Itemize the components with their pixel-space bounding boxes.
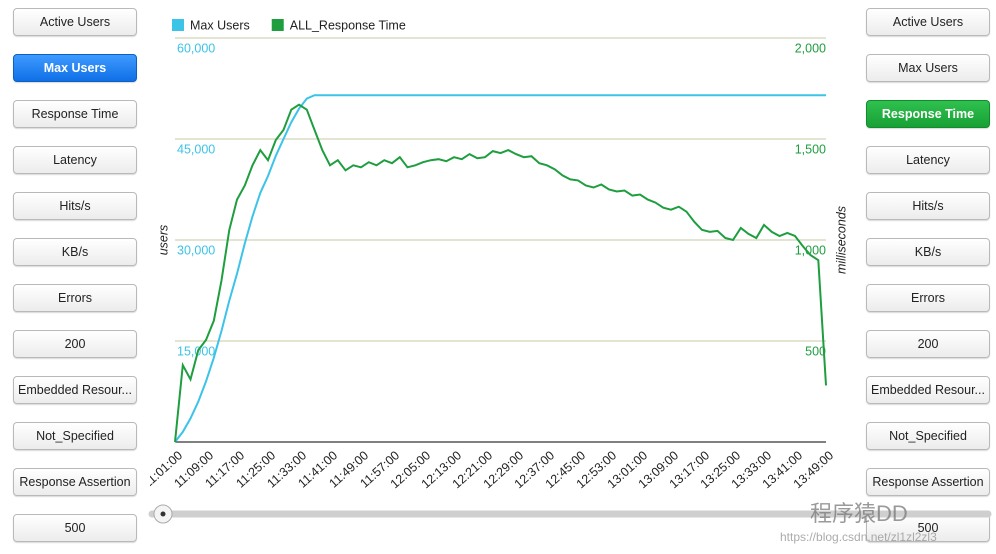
legend-swatch	[172, 19, 184, 31]
metric-button[interactable]: Not_Specified	[866, 422, 990, 450]
metric-button[interactable]: Max Users	[866, 54, 990, 82]
watermark-url: https://blog.csdn.net/zl1zl2zl3	[780, 530, 937, 544]
metric-button[interactable]: KB/s	[866, 238, 990, 266]
metric-button[interactable]: Response Time	[866, 100, 990, 128]
y-tick-label: 45,000	[177, 142, 215, 156]
metric-button[interactable]: Response Assertion	[866, 468, 990, 496]
metric-button[interactable]: Embedded Resour...	[13, 376, 137, 404]
slider-handle-dot	[160, 511, 166, 517]
legend-swatch	[271, 19, 284, 31]
y-tick-label: 30,000	[177, 243, 215, 257]
metric-button[interactable]: Latency	[866, 146, 990, 174]
metric-button[interactable]: Embedded Resour...	[866, 376, 990, 404]
metric-button[interactable]: Response Assertion	[13, 468, 137, 496]
metric-button[interactable]: Response Time	[13, 100, 137, 128]
y-axis-title: users	[156, 225, 170, 256]
y2-axis-title: milliseconds	[834, 206, 848, 274]
legend-label: Max Users	[190, 18, 250, 32]
metric-button[interactable]: 500	[13, 514, 137, 542]
metric-button[interactable]: Hits/s	[866, 192, 990, 220]
metric-button[interactable]: KB/s	[13, 238, 137, 266]
metric-button[interactable]: Hits/s	[13, 192, 137, 220]
x-tick-labels: 11:01:0011:09:0011:17:0011:25:0011:33:00…	[150, 448, 836, 491]
y-tick-label: 60,000	[177, 41, 215, 55]
series-line	[174, 94, 826, 443]
y2-tick-label: 1,500	[795, 142, 826, 156]
metric-button[interactable]: Max Users	[13, 54, 137, 82]
metric-button[interactable]: Active Users	[13, 8, 137, 36]
y2-tick-label: 500	[805, 344, 826, 358]
metric-button[interactable]: Latency	[13, 146, 137, 174]
legend-label: ALL_Response Time	[290, 18, 406, 32]
metric-button[interactable]: 500	[866, 514, 990, 542]
series-line	[174, 103, 827, 443]
metric-button[interactable]: Active Users	[866, 8, 990, 36]
metric-button[interactable]: 200	[13, 330, 137, 358]
metric-button[interactable]: 200	[866, 330, 990, 358]
metric-button[interactable]: Errors	[866, 284, 990, 312]
watermark-name: 程序猿DD	[810, 501, 908, 526]
y-tick-label: 15,000	[177, 344, 215, 358]
metric-button[interactable]: Errors	[13, 284, 137, 312]
y2-tick-label: 2,000	[795, 41, 826, 55]
metric-button[interactable]: Not_Specified	[13, 422, 137, 450]
